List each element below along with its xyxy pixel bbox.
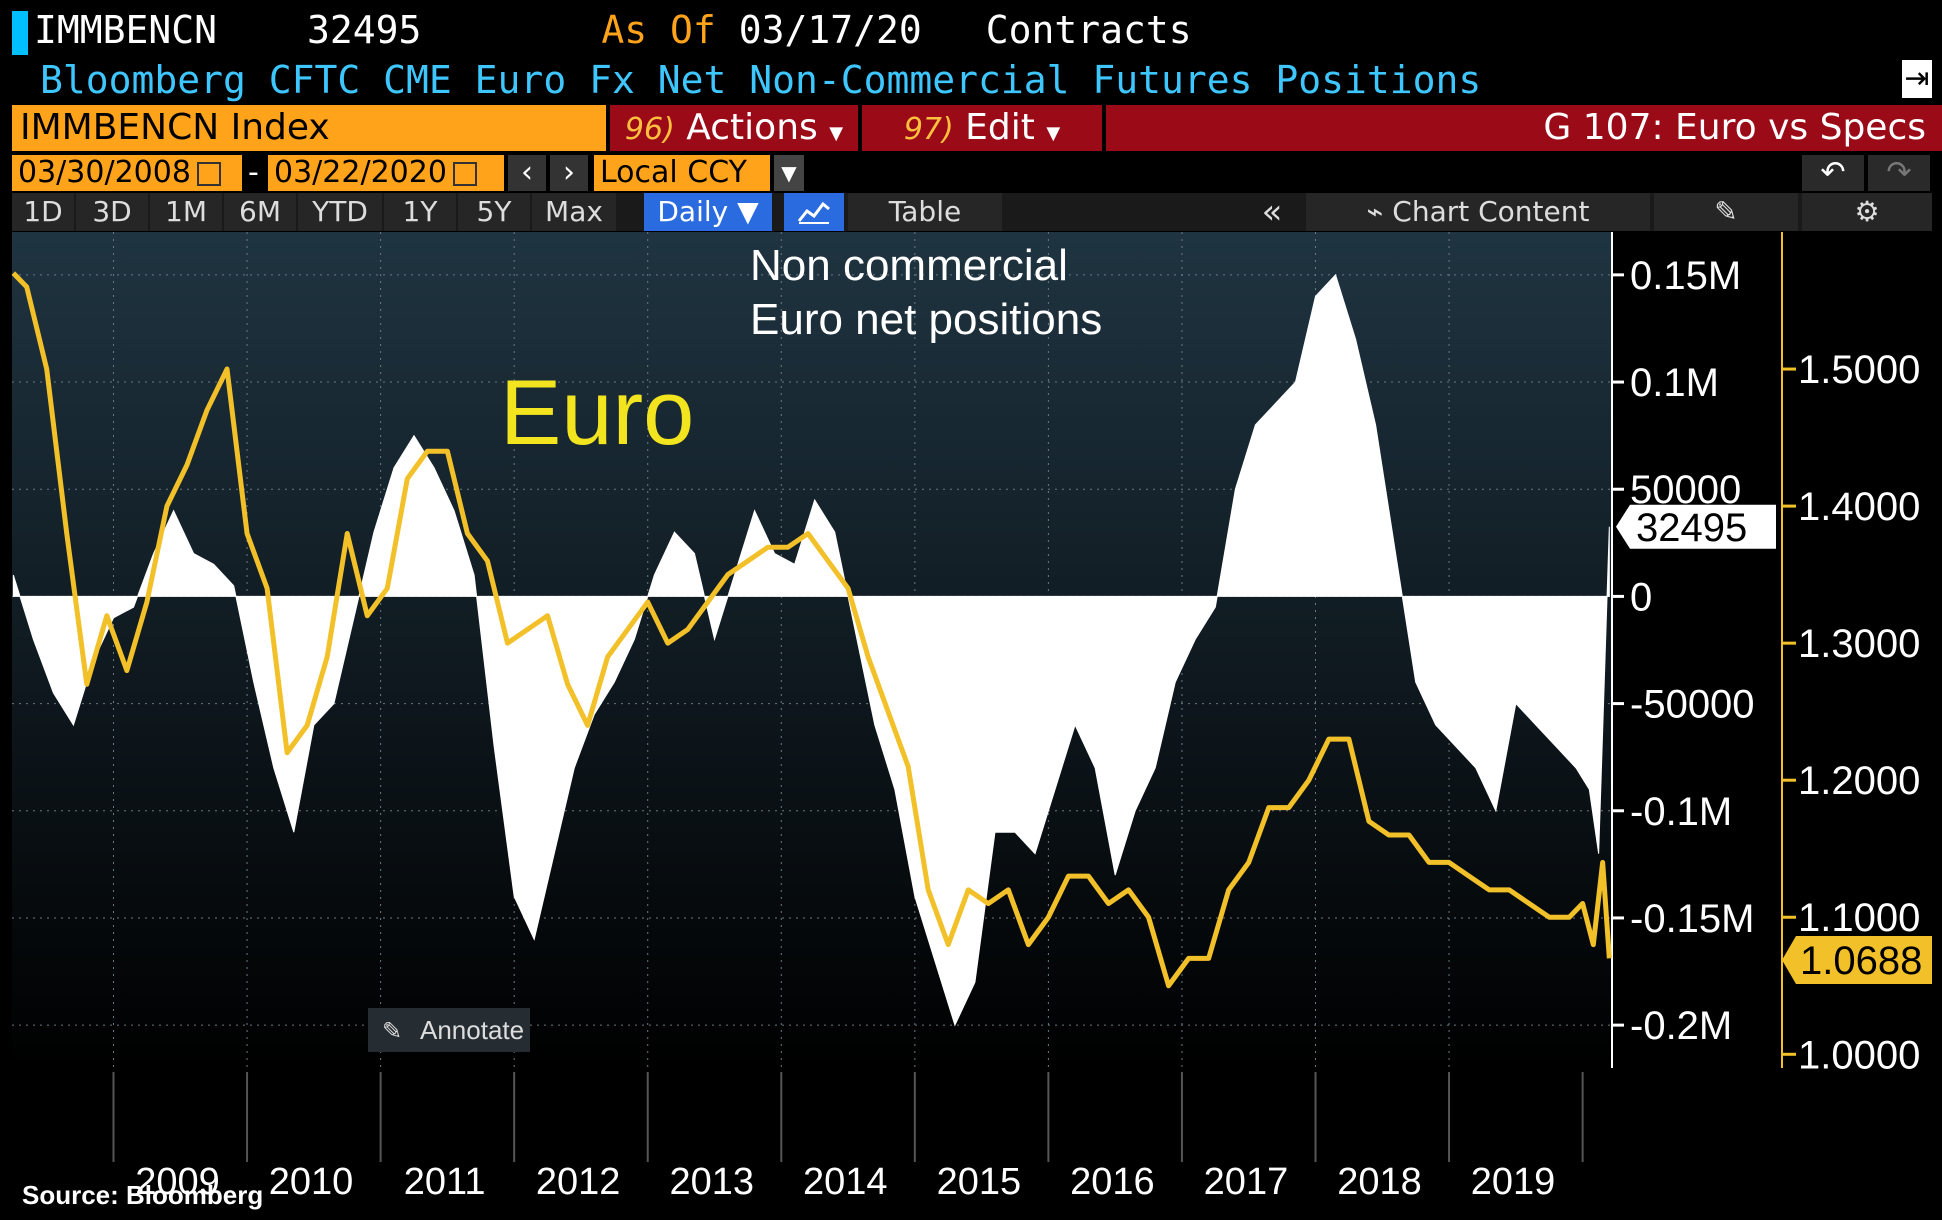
chevron-left-icon[interactable]: ‹ (508, 155, 546, 191)
y-left-tick-label: -0.1M (1630, 790, 1732, 834)
header-line: IMMBENCN 32495 As Of 03/17/20 Contracts (12, 8, 1192, 55)
last-value-euro-box (1782, 936, 1932, 985)
x-tick-label: 2012 (536, 1161, 621, 1203)
actions-number: 96) (624, 112, 675, 147)
actions-menu[interactable]: 96) Actions ▼ (610, 105, 858, 151)
gear-icon[interactable]: ⚙ (1802, 193, 1932, 231)
x-tick-label: 2011 (404, 1161, 486, 1203)
frequency-dropdown[interactable]: Daily ▼ (644, 193, 772, 231)
tab-1m[interactable]: 1M (150, 193, 222, 231)
security-field[interactable]: IMMBENCN Index (12, 105, 606, 151)
edit-menu[interactable]: 97) Edit ▼ (862, 105, 1102, 151)
edit-number: 97) (903, 112, 954, 147)
as-of-label: As Of (601, 8, 716, 52)
date-bar: 03/30/2008 - 03/22/2020 ‹ › Local CCY ▼ … (12, 155, 1932, 191)
y-right-tick-label: 1.4000 (1798, 485, 1920, 529)
positions-annotation-line2: Euro net positions (750, 295, 1102, 344)
tab-1d[interactable]: 1D (12, 193, 74, 231)
chart-content-label: Chart Content (1392, 195, 1590, 228)
calendar-icon[interactable] (196, 161, 221, 186)
chart-content-button[interactable]: ⌁ Chart Content (1306, 193, 1650, 231)
pencil-icon: ✎ (382, 1017, 402, 1045)
export-icon[interactable]: ⇥ (1902, 60, 1932, 98)
range-tabs: 1D 3D 1M 6M YTD 1Y 5Y Max Daily ▼ Table … (12, 193, 1932, 231)
y-left-tick-label: 0.1M (1630, 361, 1719, 405)
redo-icon[interactable]: ↷ (1868, 155, 1930, 191)
ticker-value: 32495 (307, 8, 422, 52)
y-right-tick-label: 1.3000 (1798, 622, 1920, 666)
cursor-marker (12, 10, 28, 55)
units-label: Contracts (985, 8, 1192, 52)
x-tick-label: 2014 (803, 1161, 888, 1203)
tab-ytd[interactable]: YTD (298, 193, 382, 231)
currency-select[interactable]: Local CCY (594, 155, 770, 191)
caret-down-icon[interactable]: ▼ (774, 155, 804, 191)
start-date: 03/30/2008 (18, 155, 191, 190)
euro-annotation: Euro (500, 362, 694, 464)
tab-5y[interactable]: 5Y (458, 193, 530, 231)
undo-icon[interactable]: ↶ (1802, 155, 1864, 191)
euro-line (11, 271, 1612, 989)
chart-content-icon: ⌁ (1366, 195, 1384, 228)
caret-down-icon: ▼ (1046, 123, 1061, 144)
positions-area (12, 273, 1610, 1027)
annotate-label: Annotate (420, 1015, 524, 1045)
last-value-euro: 1.0688 (1800, 939, 1922, 983)
chart-svg: 2009 2010 2011 2012 2013 2014 2015 2016 2017 2018… (11, 232, 1932, 1203)
series-description: Bloomberg CFTC CME Euro Fx Net Non-Comme… (40, 58, 1482, 102)
y-right-tick-label: 1.2000 (1798, 759, 1920, 803)
tab-6m[interactable]: 6M (224, 193, 296, 231)
y-right-tick-label: 1.1000 (1798, 896, 1920, 940)
actions-label: Actions (686, 107, 818, 148)
annotate-button (368, 1008, 530, 1052)
y-left-tick-label: -50000 (1630, 683, 1755, 727)
edit-label: Edit (965, 107, 1035, 148)
command-bar: IMMBENCN Index 96) Actions ▼ 97) Edit ▼ … (12, 105, 1942, 151)
last-value-positions: 32495 (1636, 506, 1747, 550)
chart-title: G 107: Euro vs Specs (1106, 105, 1942, 151)
source-note: Source: Bloomberg (22, 1180, 264, 1210)
last-value-positions-box (1616, 504, 1776, 549)
x-tick-label: 2009 (135, 1161, 220, 1203)
line-chart-icon[interactable] (784, 193, 844, 231)
x-tick-label: 2015 (937, 1161, 1022, 1203)
edit-chart-icon[interactable]: ✎ (1654, 193, 1798, 231)
x-tick-label: 2017 (1204, 1161, 1289, 1203)
x-tick-label: 2010 (269, 1161, 354, 1203)
end-date-field[interactable]: 03/22/2020 (268, 155, 504, 191)
tab-table[interactable]: Table (848, 193, 1002, 231)
tab-3d[interactable]: 3D (76, 193, 148, 231)
positions-annotation-line1: Non commercial (750, 241, 1068, 290)
as-of-date: 03/17/20 (738, 8, 922, 52)
end-date: 03/22/2020 (274, 155, 447, 190)
x-tick-label: 2019 (1471, 1161, 1556, 1203)
date-separator: - (248, 155, 259, 190)
plot-layer: 2009 2010 2011 2012 2013 2014 2015 2016 2017 2018… (11, 232, 1932, 1203)
caret-down-icon: ▼ (829, 123, 844, 144)
y-right-tick-label: 1.0000 (1798, 1033, 1920, 1077)
y-left-tick-label: -0.15M (1630, 897, 1755, 941)
chevron-right-icon[interactable]: › (550, 155, 588, 191)
calendar-icon[interactable] (452, 161, 477, 186)
y-right-tick-label: 1.5000 (1798, 348, 1920, 392)
y-left-tick-label: -0.2M (1630, 1004, 1732, 1048)
start-date-field[interactable]: 03/30/2008 (12, 155, 242, 191)
tab-max[interactable]: Max (532, 193, 616, 231)
y-left-tick-label: 0.15M (1630, 254, 1741, 298)
x-tick-label: 2016 (1070, 1161, 1155, 1203)
collapse-icon[interactable]: « (1242, 193, 1302, 231)
x-tick-label: 2018 (1337, 1161, 1422, 1203)
y-left-tick-label: 0 (1630, 575, 1652, 619)
ticker: IMMBENCN (34, 8, 218, 52)
tab-1y[interactable]: 1Y (384, 193, 456, 231)
x-tick-label: 2013 (669, 1161, 754, 1203)
